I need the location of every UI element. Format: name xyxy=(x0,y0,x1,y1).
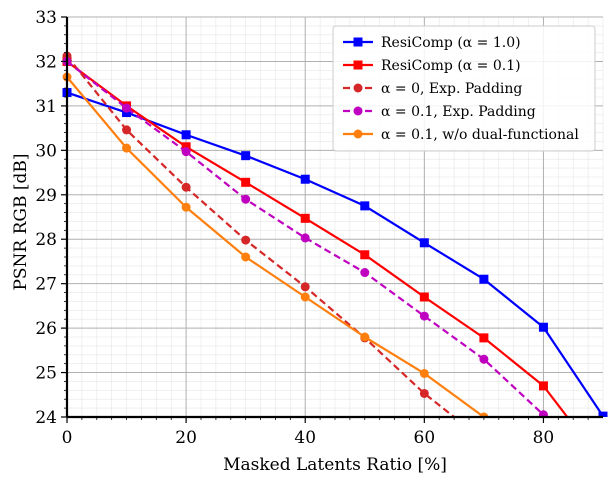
data-point xyxy=(419,292,429,302)
data-point xyxy=(241,252,251,262)
legend-marker xyxy=(353,106,363,116)
data-point xyxy=(300,213,310,223)
legend: ResiComp (α = 1.0) ResiComp (α = 0.1) α = … xyxy=(332,25,596,152)
data-point xyxy=(479,412,489,417)
data-point xyxy=(300,292,310,302)
x-axis-label: Masked Latents Ratio [%] xyxy=(223,455,447,475)
data-point xyxy=(419,368,429,378)
data-point xyxy=(181,147,191,157)
data-point xyxy=(538,410,548,417)
data-point xyxy=(538,381,548,391)
data-point xyxy=(419,311,429,321)
y-tick-label: 25 xyxy=(35,364,57,384)
y-tick-label: 31 xyxy=(35,97,57,117)
series-line xyxy=(66,91,604,417)
data-point xyxy=(241,194,251,204)
data-point xyxy=(241,177,251,187)
x-axis-ticks: 0 20 40 60 80 xyxy=(62,417,589,448)
data-point xyxy=(241,235,251,245)
legend-label: α = 0.1, Exp. Padding xyxy=(381,104,536,120)
y-tick-label: 28 xyxy=(35,230,57,250)
series-line xyxy=(66,60,569,417)
y-tick-label: 26 xyxy=(35,319,57,339)
data-point xyxy=(479,354,489,364)
data-point xyxy=(300,174,310,184)
data-point xyxy=(360,250,370,260)
series-3 xyxy=(62,56,548,417)
x-tick-label: 0 xyxy=(62,428,73,448)
y-tick-label: 32 xyxy=(35,52,57,72)
data-point xyxy=(419,238,429,248)
legend-marker xyxy=(353,83,363,93)
legend-box xyxy=(332,25,596,152)
legend-marker xyxy=(353,60,363,70)
data-point xyxy=(479,274,489,284)
data-point xyxy=(181,202,191,212)
legend-marker xyxy=(353,129,363,139)
x-tick-label: 40 xyxy=(294,428,316,448)
series-layer xyxy=(62,51,608,417)
y-tick-label: 33 xyxy=(35,8,57,28)
legend-label: α = 0, Exp. Padding xyxy=(381,81,522,97)
data-point xyxy=(479,333,489,343)
data-point xyxy=(598,411,608,417)
data-point xyxy=(300,282,310,292)
x-tick-label: 80 xyxy=(533,428,555,448)
legend-label: ResiComp (α = 0.1) xyxy=(381,58,521,74)
x-tick-label: 20 xyxy=(175,428,197,448)
y-tick-label: 29 xyxy=(35,186,57,206)
data-point xyxy=(181,130,191,140)
data-point xyxy=(300,233,310,243)
series-4 xyxy=(62,72,489,417)
data-point xyxy=(360,268,370,278)
legend-item: ResiComp (α = 1.0) xyxy=(343,35,521,51)
data-point xyxy=(181,142,191,152)
data-point xyxy=(122,125,132,135)
y-axis-ticks: 24 25 26 27 28 29 30 31 32 33 xyxy=(35,8,67,428)
data-point xyxy=(360,332,370,342)
series-line xyxy=(66,76,485,417)
legend-marker xyxy=(353,37,363,47)
legend-item: α = 0, Exp. Padding xyxy=(343,81,522,97)
y-axis-label: PSNR RGB [dB] xyxy=(11,153,31,290)
legend-label: ResiComp (α = 1.0) xyxy=(381,35,521,51)
y-tick-label: 30 xyxy=(35,141,57,161)
y-tick-label: 24 xyxy=(35,408,57,428)
data-point xyxy=(241,151,251,161)
series-line xyxy=(66,55,455,417)
legend-item: ResiComp (α = 0.1) xyxy=(343,58,521,74)
data-point xyxy=(122,143,132,153)
x-tick-label: 60 xyxy=(414,428,436,448)
data-point xyxy=(181,182,191,192)
data-point xyxy=(419,388,429,398)
data-point xyxy=(360,201,370,211)
legend-label: α = 0.1, w/o dual-functional xyxy=(381,127,579,143)
data-point xyxy=(538,322,548,332)
data-point xyxy=(122,103,132,113)
legend-item: α = 0.1, w/o dual-functional xyxy=(343,127,579,143)
y-tick-label: 27 xyxy=(35,275,57,295)
legend-item: α = 0.1, Exp. Padding xyxy=(343,104,536,120)
series-line xyxy=(66,60,545,416)
